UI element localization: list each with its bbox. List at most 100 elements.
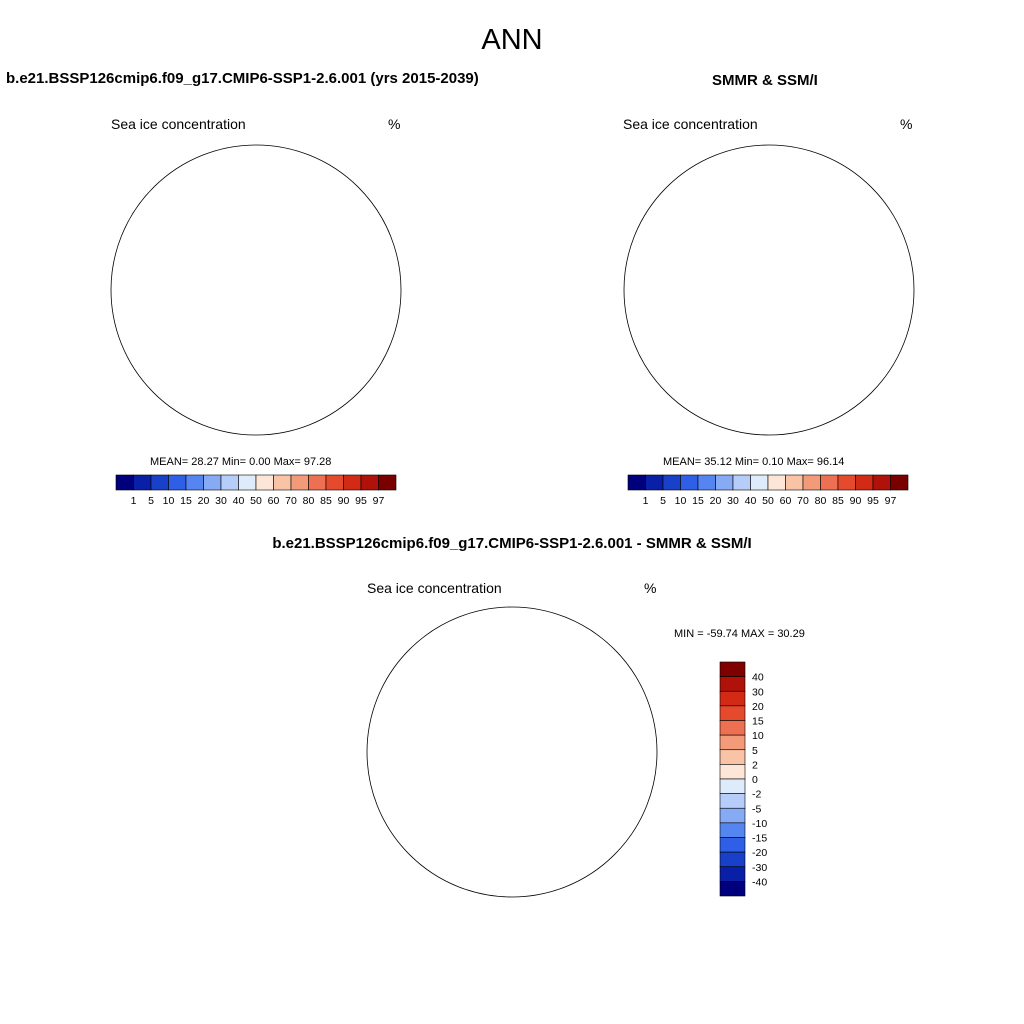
model-colorbar-tick-label: 1: [131, 495, 137, 507]
model-mean-value: 28.27: [191, 456, 219, 468]
model-colorbar-swatch: [150, 474, 169, 491]
diff-colorbar-swatch: [719, 749, 746, 765]
ice-patch-salmon: [224, 344, 262, 364]
obs-colorbar-swatch: [645, 474, 664, 491]
obs-mean-label: MEAN=: [663, 456, 702, 468]
model-variable-label: Sea ice concentration: [111, 116, 246, 132]
model-map: [106, 142, 404, 436]
ice-band-mid: [645, 166, 893, 414]
model-colorbar-swatch: [168, 474, 187, 491]
obs-colorbar-swatch: [820, 474, 839, 491]
model-colorbar-tick-label: 70: [285, 495, 297, 507]
obs-colorbar-swatch: [750, 474, 769, 491]
model-colorbar-tick-label: 30: [215, 495, 227, 507]
model-colorbar-tick-label: 5: [148, 495, 154, 507]
diff-colorbar-tick-label: 40: [752, 672, 764, 684]
obs-colorbar-tick-label: 5: [660, 495, 666, 507]
model-colorbar-swatch: [115, 474, 134, 491]
obs-colorbar-tick-label: 60: [780, 495, 792, 507]
obs-colorbar-swatch: [662, 474, 681, 491]
diff-pos-west: [416, 722, 442, 772]
diff-colorbar-swatch: [719, 851, 746, 868]
model-colorbar-swatch: [325, 474, 344, 491]
obs-colorbar: 1 5 10 15 20 30 40 50 60 70 80 85 90 95 97: [627, 474, 909, 507]
model-colorbar-swatch: [185, 474, 204, 491]
obs-max-value: 96.14: [816, 456, 845, 468]
obs-colorbar-tick-label: 50: [762, 495, 774, 507]
diff-colorbar-tick-label: -30: [752, 862, 767, 874]
ice-band-dark: [619, 140, 919, 440]
ice-band-pale: [162, 188, 352, 370]
obs-min-label: Min=: [734, 456, 760, 468]
diff-minmax-text: MIN = -59.74 MAX = 30.29: [674, 628, 805, 640]
diff-colorbar-swatch: [719, 822, 746, 838]
model-colorbar-tick-label: 85: [320, 495, 332, 507]
model-colorbar-tick-label: 40: [233, 495, 245, 507]
obs-colorbar-swatch: [732, 474, 751, 491]
obs-panel-title: SMMR & SSM/I: [712, 72, 818, 89]
diff-colorbar-tick-label: -15: [752, 833, 767, 845]
obs-colorbar-tick-label: 80: [815, 495, 827, 507]
model-stats: MEAN= 28.27 Min= 0.00 Max= 97.28: [150, 456, 331, 468]
ice-band-peach: [172, 200, 342, 360]
obs-colorbar-tick-label: 15: [692, 495, 704, 507]
diff-colorbar-tick-label: -40: [752, 876, 767, 888]
model-mean-label: MEAN=: [150, 456, 189, 468]
model-colorbar-swatch: [343, 474, 362, 491]
obs-colorbar-tick-label: 40: [745, 495, 757, 507]
diff-colorbar-swatch: [719, 705, 746, 721]
model-colorbar-tick-label: 80: [303, 495, 315, 507]
obs-colorbar-tick-label: 97: [885, 495, 897, 507]
obs-colorbar-swatch: [802, 474, 821, 491]
obs-colorbar-swatch: [767, 474, 786, 491]
obs-colorbar-swatch: [697, 474, 716, 491]
model-colorbar-swatch: [273, 474, 292, 491]
obs-colorbar-tick-label: 10: [675, 495, 687, 507]
model-colorbar-swatch: [133, 474, 152, 491]
obs-units-label: %: [900, 116, 913, 132]
model-colorbar-tick-label: 97: [373, 495, 385, 507]
model-colorbar-swatch: [203, 474, 222, 491]
ice-band-pale: [665, 186, 873, 392]
ice-patch-salmon2: [699, 330, 821, 382]
model-colorbar-swatch: [220, 474, 239, 491]
model-min-label: Min=: [221, 456, 247, 468]
model-max-value: 97.28: [303, 456, 332, 468]
obs-colorbar-swatch: [715, 474, 734, 491]
diff-colorbar-tick-label: 5: [752, 745, 758, 757]
model-colorbar-swatch: [378, 474, 397, 491]
obs-colorbar-tick-label: 85: [832, 495, 844, 507]
model-colorbar-tick-label: 15: [180, 495, 192, 507]
diff-map: [366, 606, 658, 898]
obs-colorbar-swatch: [627, 474, 646, 491]
model-colorbar-swatch: [308, 474, 327, 491]
diff-units-label: %: [644, 580, 657, 596]
obs-colorbar-tick-label: 70: [797, 495, 809, 507]
model-colorbar-swatch: [238, 474, 257, 491]
diff-neg-darkest: [452, 628, 592, 672]
obs-max-label: Max=: [786, 456, 814, 468]
model-colorbar-tick-label: 90: [338, 495, 350, 507]
obs-min-value: 0.10: [762, 456, 784, 468]
diff-colorbar-tick-label: -5: [752, 803, 761, 815]
obs-colorbar-swatch: [872, 474, 891, 491]
model-panel-title: b.e21.BSSP126cmip6.f09_g17.CMIP6-SSP1-2.…: [6, 70, 479, 87]
diff-colorbar-swatch: [719, 661, 746, 677]
ice-patch-red: [681, 224, 725, 258]
model-colorbar-swatch: [290, 474, 309, 491]
diff-colorbar-tick-label: -2: [752, 789, 761, 801]
obs-colorbar-tick-label: 20: [710, 495, 722, 507]
ice-band-light: [150, 176, 364, 382]
diff-colorbar-tick-label: -10: [752, 818, 767, 830]
diff-neg-south-light: [392, 782, 432, 826]
obs-colorbar-tick-label: 1: [643, 495, 649, 507]
obs-colorbar-tick-label: 30: [727, 495, 739, 507]
obs-stats: MEAN= 35.12 Min= 0.10 Max= 96.14: [663, 456, 844, 468]
diff-neg-south-dark: [508, 848, 552, 864]
diff-variable-label: Sea ice concentration: [367, 580, 502, 596]
diff-panel-title: b.e21.BSSP126cmip6.f09_g17.CMIP6-SSP1-2.…: [272, 535, 752, 552]
ice-band-dark: [106, 142, 404, 420]
obs-colorbar-swatch: [680, 474, 699, 491]
